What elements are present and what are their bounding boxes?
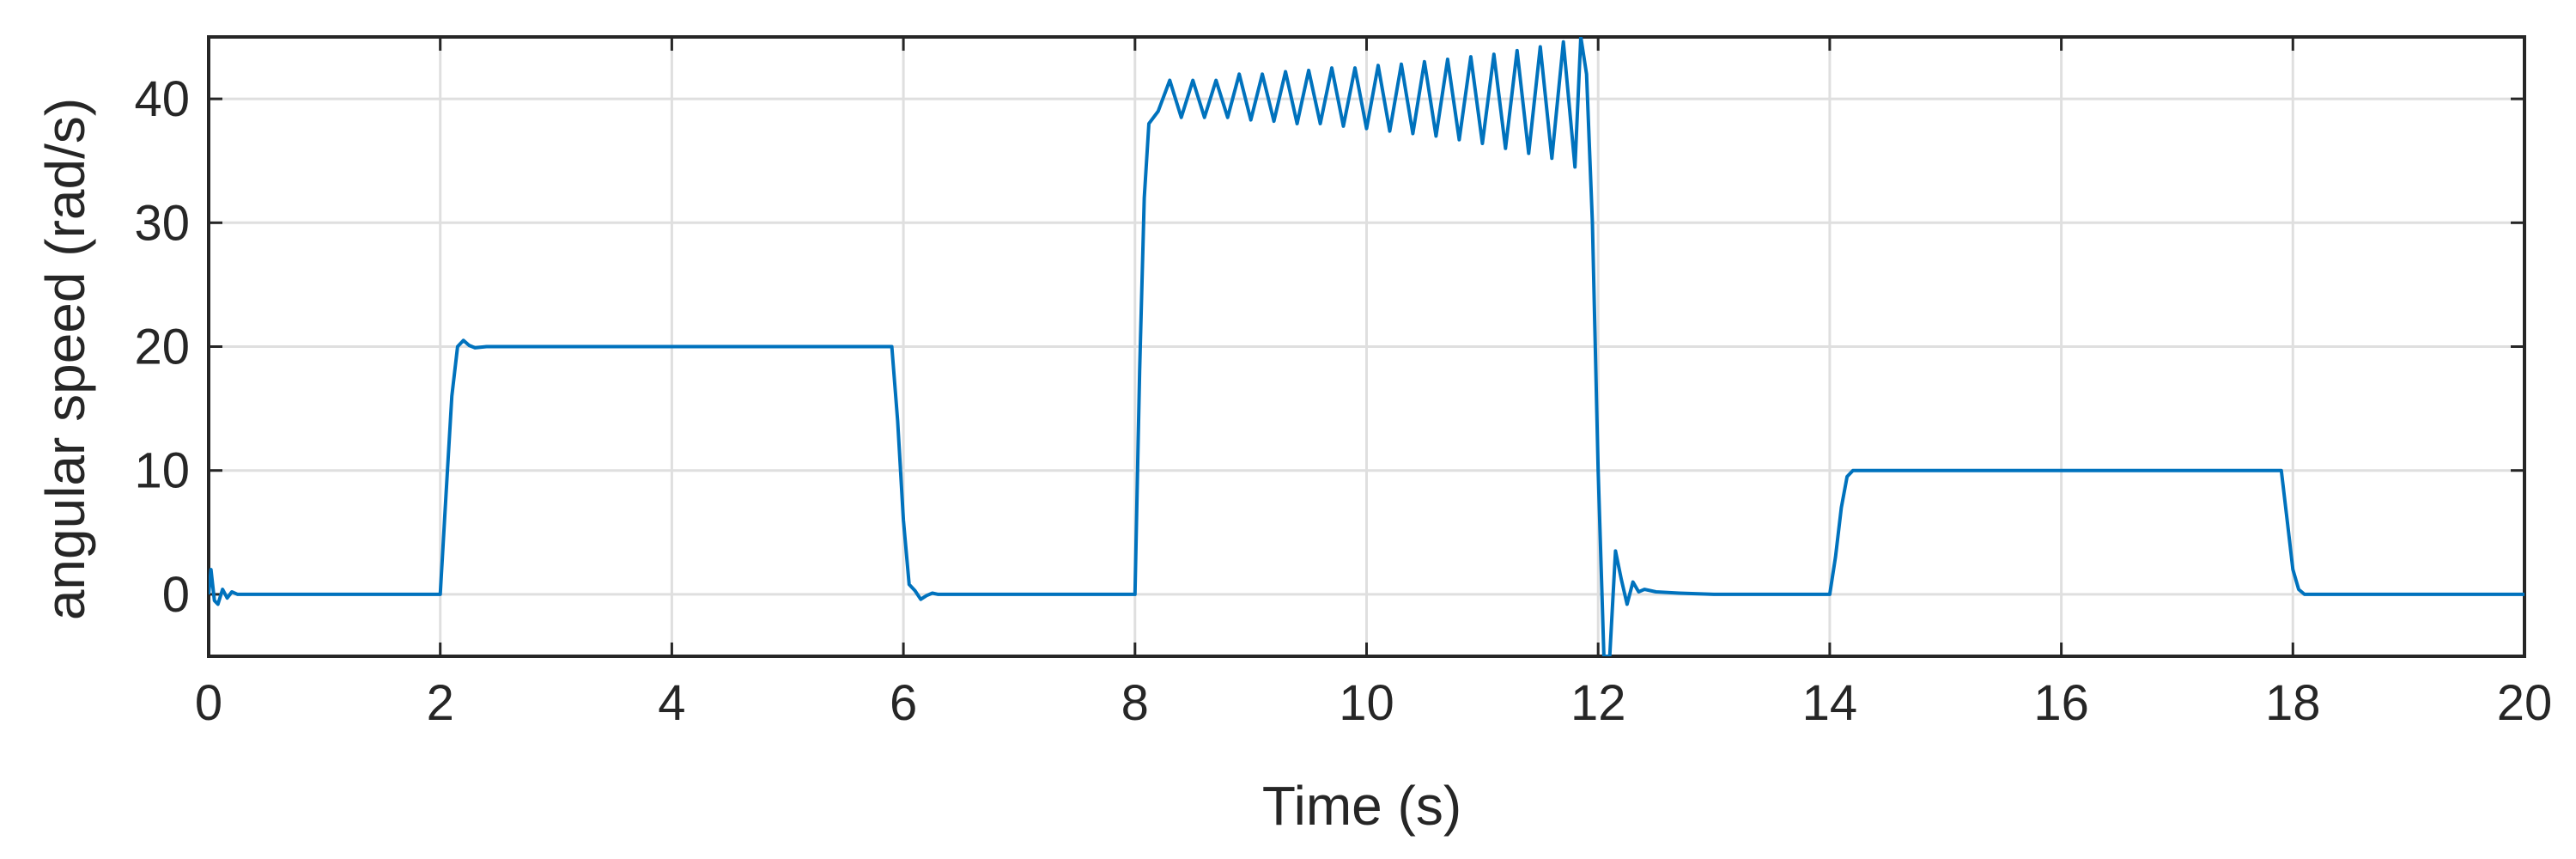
y-tick-label: 0 — [162, 567, 190, 623]
series-line — [209, 37, 2524, 656]
x-tick-label: 20 — [2497, 675, 2553, 731]
x-tick-label: 8 — [1121, 675, 1149, 731]
plot-area — [209, 37, 2524, 656]
x-tick-label: 18 — [2265, 675, 2321, 731]
x-tick-label: 16 — [2033, 675, 2089, 731]
x-tick-label: 0 — [195, 675, 222, 731]
y-axis-label: angular speed (rad/s) — [34, 98, 96, 620]
x-tick-label: 4 — [658, 675, 685, 731]
y-tick-label: 20 — [134, 320, 190, 375]
y-tick-label: 10 — [134, 443, 190, 499]
axis-ticks — [207, 37, 2526, 656]
x-tick-label: 6 — [890, 675, 917, 731]
x-axis-label: Time (s) — [1262, 775, 1461, 837]
x-tick-label: 14 — [1802, 675, 1858, 731]
x-tick-label: 2 — [427, 675, 454, 731]
tick-labels: 0 2 4 6 8 10 12 14 16 18 20 0 10 20 30 40 — [134, 71, 2552, 731]
y-tick-label: 40 — [134, 71, 190, 127]
y-tick-label: 30 — [134, 195, 190, 251]
x-tick-label: 12 — [1571, 675, 1626, 731]
x-tick-label: 10 — [1339, 675, 1394, 731]
